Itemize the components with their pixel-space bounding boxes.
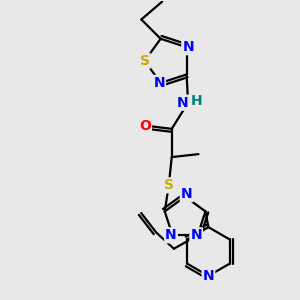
Text: N: N: [182, 40, 194, 54]
Text: N: N: [202, 269, 214, 283]
Text: N: N: [153, 76, 165, 90]
Text: N: N: [177, 96, 188, 110]
Text: S: S: [164, 178, 174, 192]
Text: N: N: [165, 228, 177, 242]
Text: N: N: [190, 228, 202, 242]
Text: N: N: [181, 187, 192, 201]
Text: S: S: [140, 54, 150, 68]
Text: H: H: [191, 94, 203, 108]
Text: O: O: [139, 119, 151, 133]
